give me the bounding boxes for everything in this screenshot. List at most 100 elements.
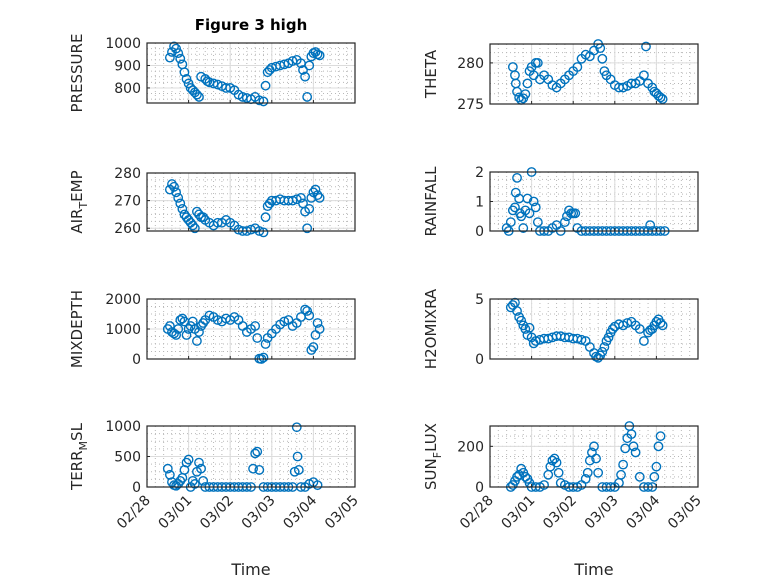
y-axis-label: SUNFLUX: [422, 423, 444, 490]
data-point: [593, 467, 604, 478]
data-point: [192, 336, 202, 346]
data-point: [171, 187, 182, 198]
data-point: [189, 223, 200, 234]
x-axis-label-left: Time: [230, 560, 270, 579]
data-point: [314, 324, 325, 334]
panel-rainfall: 0 1 2 RAINFALL: [422, 165, 699, 240]
data-point: [312, 318, 323, 328]
data-point: [173, 324, 184, 334]
x-tick-label: 03/05: [322, 493, 362, 533]
y-tick-label: 1000: [105, 322, 141, 338]
data-point: [626, 429, 637, 440]
data-point: [258, 352, 269, 363]
y-axis-label: MIXDEPTH: [68, 290, 86, 368]
data-point: [196, 463, 206, 474]
y-tick-label: 0: [475, 480, 484, 496]
panel-pressure: 800 900 1000 PRESSURE: [68, 34, 356, 113]
x-tick-label: 03/02: [540, 493, 580, 533]
y-tick-label: 900: [114, 58, 141, 74]
data-point: [518, 223, 529, 233]
data-point: [651, 461, 662, 472]
data-point: [175, 198, 186, 209]
panel-terr_msl: 0 500 1000 02/28 03/01 03/02 03/03 03/04 03/05 TE…: [68, 419, 362, 532]
data-point: [194, 92, 204, 102]
x-tick-label: 03/04: [623, 492, 663, 532]
data-point: [539, 480, 549, 490]
x-tick-label: 03/05: [665, 493, 705, 533]
data-point: [304, 310, 315, 321]
data-point: [524, 322, 535, 333]
plot-area: [147, 43, 355, 103]
data-point: [628, 441, 639, 452]
data-point: [260, 80, 271, 91]
data-point: [653, 441, 664, 452]
data-point: [634, 471, 645, 482]
data-point: [512, 306, 522, 316]
data-point: [164, 321, 175, 331]
data-point: [510, 202, 520, 213]
x-tick-label: 02/28: [457, 493, 497, 533]
data-point: [291, 422, 302, 433]
y-axis-label: PRESSURE: [68, 34, 86, 113]
data-point: [189, 479, 200, 489]
data-point: [181, 330, 192, 340]
data-point: [657, 320, 668, 331]
data-point: [254, 465, 265, 475]
data-point: [591, 351, 601, 362]
data-point: [167, 179, 177, 189]
data-point: [520, 324, 531, 334]
data-point: [300, 71, 310, 82]
data-point: [645, 220, 656, 231]
data-point: [591, 453, 601, 464]
data-point: [264, 198, 275, 209]
data-point: [580, 473, 591, 484]
data-point: [505, 217, 516, 228]
data-point: [304, 60, 315, 71]
y-tick-label: 2: [475, 165, 484, 181]
data-point: [312, 190, 323, 200]
data-point: [194, 327, 204, 337]
x-axis-label-right: Time: [573, 560, 613, 579]
data-point: [192, 89, 202, 100]
x-tick-label: 03/01: [499, 493, 539, 533]
data-point: [572, 62, 583, 72]
y-tick-label: 200: [457, 439, 484, 455]
data-point: [306, 345, 317, 355]
data-point: [250, 321, 261, 331]
data-point: [520, 89, 531, 100]
y-tick-label: 280: [457, 56, 484, 72]
data-point: [302, 223, 313, 234]
data-point: [212, 217, 223, 228]
data-point: [248, 463, 258, 474]
data-point: [310, 184, 321, 195]
panel-h2omixra: 0 5 H2OMIXRA: [422, 288, 699, 369]
data-point: [516, 315, 527, 326]
y-tick-label: 0: [132, 480, 141, 496]
data-point: [171, 43, 182, 54]
data-point: [252, 333, 263, 343]
data-point: [599, 342, 610, 352]
data-point: [639, 336, 649, 346]
y-axis-label: TERRMSL: [68, 422, 90, 491]
panel-sun_flux: 0 200 02/28 03/01 03/02 03/03 03/04 03/05 SUNFLU…: [422, 421, 705, 533]
y-axis-label: THETA: [422, 49, 440, 99]
data-point: [639, 70, 649, 81]
data-point: [532, 58, 543, 68]
x-tick-label: 03/04: [280, 492, 320, 532]
data-point: [649, 471, 660, 482]
data-point: [212, 79, 223, 90]
data-point: [173, 192, 184, 203]
data-point: [254, 95, 265, 106]
data-point: [198, 212, 209, 223]
data-point: [657, 94, 668, 104]
data-point: [524, 208, 535, 219]
data-point: [304, 204, 315, 214]
data-point: [597, 346, 608, 357]
y-tick-label: 500: [114, 450, 141, 466]
data-point: [314, 192, 325, 203]
y-tick-label: 270: [114, 194, 141, 210]
data-point: [164, 52, 175, 63]
data-point: [173, 48, 184, 59]
axes-frame: [146, 172, 356, 232]
axes-frame: [489, 298, 699, 360]
